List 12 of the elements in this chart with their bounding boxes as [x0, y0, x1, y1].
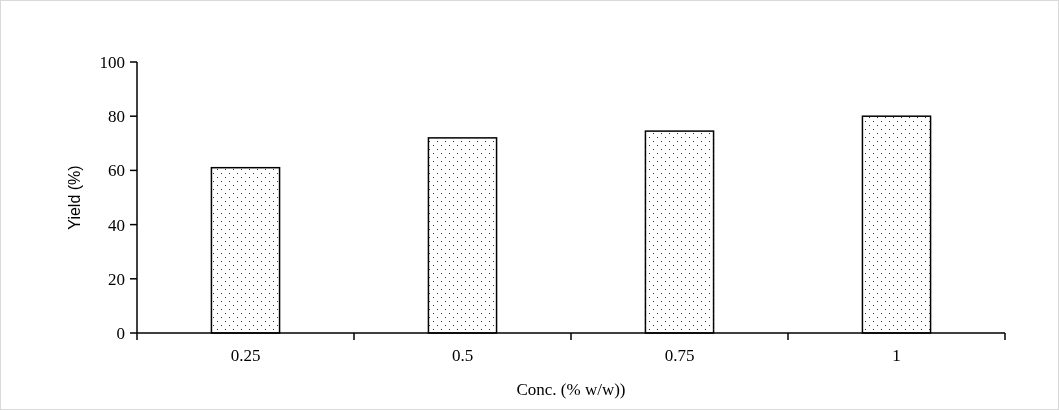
y-tick-label: 20 [108, 269, 125, 289]
y-tick-label: 80 [108, 107, 125, 127]
x-tick-label: 0.75 [664, 346, 695, 365]
y-tick-label: 40 [108, 215, 125, 235]
y-axis-title: Yield (%) [66, 165, 83, 230]
x-axis-title: Conc. (% w/w)) [516, 380, 626, 399]
y-tick-label: 60 [108, 161, 125, 181]
x-tick-label: 0.5 [451, 346, 474, 365]
x-tick-label: 0.25 [230, 346, 261, 365]
y-tick-label: 0 [116, 323, 125, 343]
y-tick-label: 100 [99, 52, 125, 72]
x-tick-label: 1 [892, 346, 901, 365]
